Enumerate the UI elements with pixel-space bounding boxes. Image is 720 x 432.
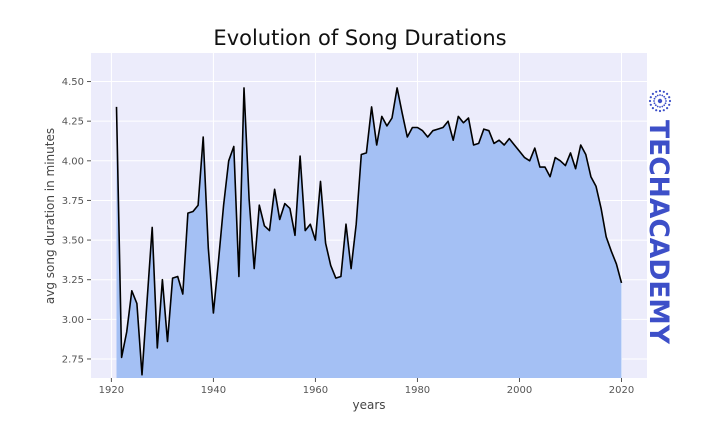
icon-dot (666, 107, 669, 110)
y-tick-label: 4.25 (62, 117, 84, 128)
icon-dot (654, 104, 657, 107)
icon-dot (654, 95, 657, 98)
icon-dot (666, 92, 669, 95)
icon-dot (659, 94, 661, 96)
icon-dot (653, 102, 656, 105)
icon-dot (663, 104, 666, 107)
x-axis-ticks: 1920 1940 1960 1980 2000 2020 (99, 378, 634, 396)
y-tick-label: 3.00 (62, 315, 84, 326)
icon-dot (668, 99, 672, 103)
icon-dot (668, 96, 671, 99)
icon-center (657, 98, 663, 104)
x-tick-label: 1980 (405, 385, 430, 396)
icon-dot (665, 100, 667, 102)
y-axis-label: avg song duration in minutes (43, 128, 57, 304)
x-tick-label: 1960 (303, 385, 328, 396)
icon-dot (663, 95, 666, 98)
icon-dot (661, 94, 664, 97)
icon-dot (655, 90, 658, 93)
y-tick-label: 3.75 (62, 196, 84, 207)
brand-watermark: TECHACADEMY (643, 120, 674, 344)
x-axis-label: years (352, 398, 385, 412)
x-tick-label: 1920 (99, 385, 124, 396)
icon-dot (653, 100, 655, 102)
icon-dot (649, 96, 652, 99)
icon-dot (659, 106, 661, 108)
icon-dot (656, 94, 659, 97)
icon-dot (651, 107, 655, 110)
icon-dot (658, 109, 662, 113)
icon-dot (668, 103, 671, 106)
icon-dot (658, 89, 662, 93)
brand-name: TECHACADEMY (643, 120, 674, 344)
y-tick-label: 3.50 (62, 236, 84, 247)
y-tick-label: 4.50 (62, 77, 84, 88)
y-tick-label: 4.00 (62, 156, 84, 167)
y-axis-ticks: 2.75 3.00 3.25 3.50 3.75 4.00 4.25 4.50 (62, 77, 91, 365)
icon-dot (661, 105, 664, 108)
x-tick-label: 2000 (507, 385, 532, 396)
network-burst-icon (648, 89, 672, 113)
icon-dot (662, 90, 665, 93)
icon-dot (664, 102, 667, 105)
icon-dot (651, 92, 655, 95)
series-line (115, 87, 623, 376)
icon-dot (653, 97, 656, 100)
y-tick-label: 3.25 (62, 275, 84, 286)
icon-dot (649, 103, 652, 106)
x-tick-label: 2020 (609, 385, 634, 396)
x-tick-label: 1940 (201, 385, 226, 396)
chart-title: Evolution of Song Durations (213, 26, 506, 50)
y-tick-label: 2.75 (62, 354, 84, 365)
icon-dot (655, 109, 658, 112)
icon-dot (656, 105, 659, 108)
icon-dot (662, 109, 665, 112)
icon-dot (664, 97, 667, 100)
icon-dot (648, 99, 652, 103)
